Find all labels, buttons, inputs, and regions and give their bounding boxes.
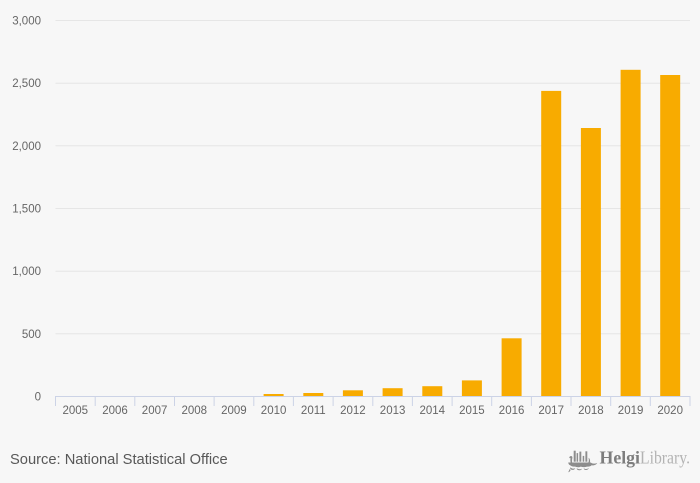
svg-text:2007: 2007 [142,405,168,417]
svg-text:2011: 2011 [301,405,326,417]
svg-text:2019: 2019 [618,405,644,417]
svg-text:2016: 2016 [499,405,525,417]
svg-text:2013: 2013 [380,405,406,417]
svg-text:2010: 2010 [261,405,287,417]
svg-text:0: 0 [35,392,41,404]
svg-text:2,500: 2,500 [12,78,41,90]
svg-text:2008: 2008 [182,405,208,417]
svg-text:2018: 2018 [578,405,604,417]
svg-text:2005: 2005 [63,405,89,417]
svg-text:500: 500 [22,329,41,341]
svg-text:2012: 2012 [340,405,366,417]
svg-text:3,000: 3,000 [12,16,41,28]
svg-text:2014: 2014 [420,405,446,417]
svg-text:2017: 2017 [538,405,564,417]
svg-text:2006: 2006 [102,405,128,417]
svg-text:2009: 2009 [221,405,247,417]
svg-text:2,000: 2,000 [12,141,41,153]
svg-text:1,000: 1,000 [12,266,41,278]
svg-text:2020: 2020 [657,405,683,417]
svg-text:Source: National Statistical O: Source: National Statistical Office [10,452,228,468]
svg-text:1,500: 1,500 [12,204,41,216]
svg-text:HelgiLibrary.: HelgiLibrary. [600,448,691,468]
svg-text:2015: 2015 [459,405,485,417]
